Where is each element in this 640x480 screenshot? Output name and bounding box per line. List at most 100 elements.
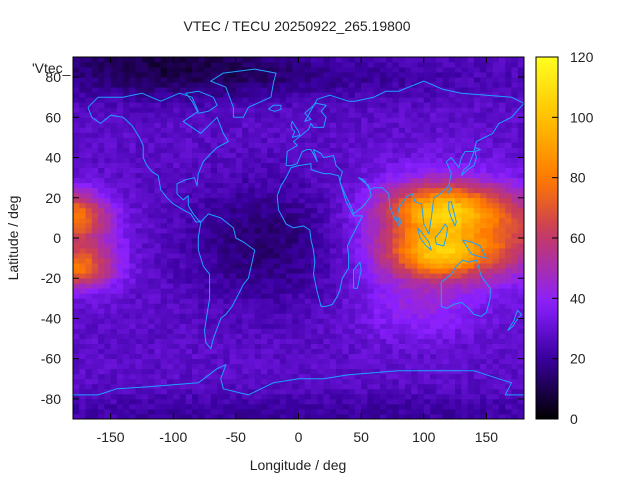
heatmap-cell <box>492 107 500 113</box>
heatmap-cell <box>198 62 205 68</box>
heatmap-cell <box>116 323 124 329</box>
heatmap-cell <box>336 333 343 339</box>
heatmap-cell <box>204 57 212 63</box>
heatmap-cell <box>204 313 212 319</box>
heatmap-cell <box>267 403 274 410</box>
heatmap-cell <box>179 248 187 254</box>
heatmap-cell <box>323 177 331 184</box>
heatmap-cell <box>336 77 343 83</box>
heatmap-cell <box>141 152 149 158</box>
heatmap-cell <box>411 343 418 350</box>
heatmap-cell <box>304 102 312 108</box>
heatmap-cell <box>342 207 350 214</box>
heatmap-cell <box>248 107 256 113</box>
heatmap-cell <box>473 132 481 138</box>
heatmap-cell <box>329 328 337 334</box>
heatmap-cell <box>304 152 312 158</box>
heatmap-cell <box>73 398 80 405</box>
heatmap-cell <box>273 313 281 319</box>
heatmap-cell <box>461 117 469 123</box>
heatmap-cell <box>141 348 149 355</box>
heatmap-cell <box>304 263 312 269</box>
heatmap-cell <box>373 62 381 68</box>
heatmap-cell <box>492 92 500 98</box>
heatmap-cell <box>392 212 400 219</box>
heatmap-cell <box>160 313 168 319</box>
heatmap-cell <box>204 212 212 219</box>
heatmap-cell <box>110 358 118 365</box>
heatmap-cell <box>455 298 462 304</box>
heatmap-cell <box>85 182 93 189</box>
heatmap-cell <box>404 157 412 163</box>
heatmap-cell <box>185 238 193 244</box>
heatmap-cell <box>129 172 137 179</box>
heatmap-cell <box>323 308 331 314</box>
heatmap-cell <box>192 137 199 143</box>
heatmap-cell <box>129 313 137 319</box>
heatmap-cell <box>311 137 318 143</box>
heatmap-cell <box>267 92 274 98</box>
heatmap-cell <box>430 378 437 385</box>
heatmap-cell <box>223 348 230 355</box>
heatmap-cell <box>285 72 293 78</box>
heatmap-cell <box>79 157 86 163</box>
heatmap-cell <box>141 258 149 264</box>
heatmap-cell <box>242 107 249 113</box>
heatmap-cell <box>254 57 262 63</box>
heatmap-cell <box>304 67 312 73</box>
heatmap-cell <box>423 82 431 88</box>
heatmap-cell <box>492 288 500 294</box>
heatmap-cell <box>173 408 180 415</box>
heatmap-cell <box>367 293 375 299</box>
heatmap-cell <box>336 313 343 319</box>
heatmap-cell <box>417 338 425 344</box>
heatmap-cell <box>480 207 487 214</box>
heatmap-cell <box>448 323 456 329</box>
heatmap-cell <box>260 343 268 350</box>
heatmap-cell <box>260 288 268 294</box>
heatmap-cell <box>141 253 149 259</box>
heatmap-cell <box>91 273 99 279</box>
heatmap-cell <box>179 283 187 289</box>
heatmap-cell <box>404 328 412 334</box>
heatmap-cell <box>448 212 456 219</box>
heatmap-cell <box>317 393 324 400</box>
heatmap-cell <box>373 187 381 194</box>
heatmap-cell <box>505 313 512 319</box>
heatmap-cell <box>204 152 212 158</box>
heatmap-cell <box>116 87 124 93</box>
heatmap-cell <box>304 358 312 365</box>
heatmap-cell <box>486 67 494 73</box>
heatmap-cell <box>135 338 143 344</box>
heatmap-cell <box>505 278 512 284</box>
heatmap-cell <box>442 187 450 194</box>
heatmap-cell <box>492 293 500 299</box>
heatmap-cell <box>354 328 362 334</box>
heatmap-cell <box>148 273 155 279</box>
heatmap-cell <box>292 82 299 88</box>
heatmap-cell <box>486 192 494 199</box>
heatmap-cell <box>73 162 80 169</box>
heatmap-cell <box>473 197 481 204</box>
heatmap-cell <box>173 373 180 380</box>
heatmap-cell <box>461 82 469 88</box>
heatmap-cell <box>135 112 143 118</box>
heatmap-cell <box>348 313 356 319</box>
heatmap-cell <box>192 343 199 350</box>
heatmap-cell <box>323 263 331 269</box>
heatmap-cell <box>498 207 506 214</box>
heatmap-cell <box>455 227 462 234</box>
heatmap-cell <box>242 187 249 194</box>
heatmap-cell <box>492 348 500 355</box>
heatmap-cell <box>436 92 443 98</box>
heatmap-cell <box>486 308 494 314</box>
heatmap-cell <box>141 72 149 78</box>
heatmap-cell <box>260 313 268 319</box>
heatmap-cell <box>379 273 387 279</box>
heatmap-cell <box>285 97 293 103</box>
heatmap-cell <box>260 102 268 108</box>
heatmap-cell <box>373 87 381 93</box>
heatmap-cell <box>430 383 437 390</box>
heatmap-cell <box>129 87 137 93</box>
heatmap-cell <box>298 293 306 299</box>
